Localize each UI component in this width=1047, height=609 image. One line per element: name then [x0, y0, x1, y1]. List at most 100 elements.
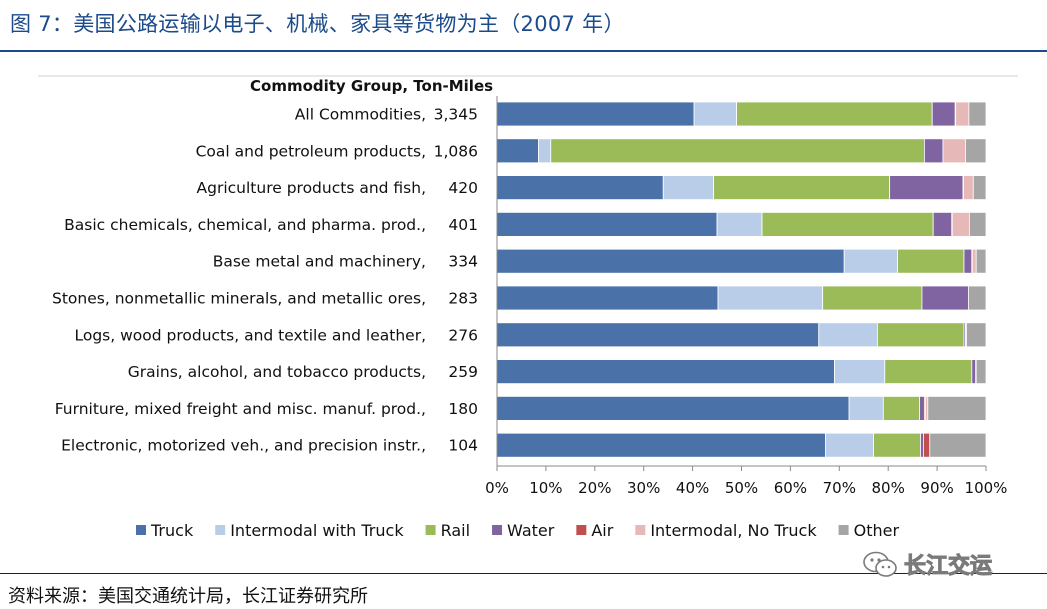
bar-segment-other-row-7	[966, 322, 987, 348]
legend-swatch-rail	[425, 525, 436, 535]
row-label: All Commodities,	[295, 106, 426, 124]
x-tick-label: 50%	[725, 479, 758, 497]
row-label: Furniture, mixed freight and misc. manuf…	[55, 400, 426, 418]
bar-segment-intermodal-no-truck-row-2	[942, 138, 966, 164]
legend-swatch-other	[838, 525, 849, 535]
watermark-text: 长江交运	[903, 554, 993, 580]
bar-segment-intermodal-no-truck-row-5	[971, 248, 977, 274]
bar-segment-intermodal-with-truck-row-10	[825, 432, 874, 458]
x-tick-label: 40%	[676, 479, 709, 497]
footer-rule	[0, 573, 1047, 574]
bar-segment-rail-row-7	[877, 322, 965, 348]
bar-segment-rail-row-8	[884, 359, 973, 385]
bar-segment-other-row-3	[972, 175, 987, 200]
row-ton-miles: 1,086	[434, 142, 478, 160]
bars-group	[496, 101, 987, 458]
bar-segment-rail-row-5	[897, 248, 965, 274]
title-rule	[0, 50, 1047, 52]
x-tick-label: 0%	[485, 479, 509, 497]
x-tick-label: 70%	[823, 479, 856, 497]
stacked-bar-chart: Commodity Group, Ton-Miles All Commoditi…	[38, 75, 1018, 540]
chart-header: Commodity Group, Ton-Miles	[250, 77, 493, 95]
legend-label: Rail	[441, 521, 470, 540]
bar-segment-water-row-4	[932, 211, 953, 237]
bar-segment-intermodal-with-truck-row-8	[834, 359, 886, 385]
bar-segment-intermodal-no-truck-row-3	[963, 175, 974, 200]
bar-segment-other-row-5	[975, 248, 987, 274]
bar-segment-other-row-10	[929, 432, 987, 458]
bar-segment-rail-row-2	[550, 138, 925, 164]
x-tick-label: 30%	[627, 479, 660, 497]
bar-segment-other-row-9	[927, 395, 987, 421]
legend-label: Truck	[150, 521, 194, 540]
x-tick-label: 20%	[578, 479, 611, 497]
bar-segment-truck-row-5	[496, 248, 845, 274]
bar-segment-intermodal-with-truck-row-3	[662, 175, 715, 200]
bar-segment-intermodal-with-truck-row-9	[848, 395, 884, 421]
source-note: 资料来源：美国交通统计局，长江证券研究所	[8, 586, 368, 607]
row-label: Basic chemicals, chemical, and pharma. p…	[64, 216, 426, 234]
row-labels-group: All Commodities, 3,345 Coal and petroleum …	[52, 106, 478, 455]
bar-segment-air-row-10	[923, 432, 931, 458]
row-label: Grains, alcohol, and tobacco products,	[128, 363, 426, 381]
bar-segment-intermodal-with-truck-row-1	[693, 101, 738, 127]
bar-segment-other-row-6	[968, 285, 987, 311]
row-ton-miles: 104	[448, 437, 478, 455]
legend-label: Intermodal, No Truck	[650, 521, 817, 540]
x-tick-label: 90%	[920, 479, 953, 497]
x-tick-label: 100%	[965, 479, 1008, 497]
row-label: Stones, nonmetallic minerals, and metall…	[52, 290, 426, 308]
bar-segment-truck-row-9	[496, 395, 850, 421]
x-tick-label: 10%	[529, 479, 562, 497]
bar-segment-water-row-10	[920, 432, 924, 458]
legend-swatch-intermodal-with-truck	[215, 525, 226, 535]
row-ton-miles: 3,345	[434, 106, 478, 124]
bar-segment-intermodal-no-truck-row-4	[951, 211, 970, 237]
bar-segment-water-row-2	[923, 138, 944, 164]
row-ton-miles: 259	[448, 363, 478, 381]
legend: Truck Intermodal with Truck Rail Water Air In…	[136, 521, 899, 540]
row-label: Electronic, motorized veh., and precisio…	[61, 437, 426, 455]
row-label: Base metal and machinery,	[213, 253, 426, 271]
bar-segment-intermodal-with-truck-row-5	[843, 248, 898, 274]
bar-segment-rail-row-9	[882, 395, 920, 421]
bar-segment-rail-row-1	[736, 101, 933, 127]
row-ton-miles: 180	[448, 400, 478, 418]
bar-segment-water-row-1	[931, 101, 956, 127]
row-ton-miles: 401	[448, 216, 478, 234]
bar-segment-rail-row-10	[873, 432, 921, 458]
legend-swatch-intermodal-no-truck	[635, 525, 646, 535]
x-tick-label: 60%	[774, 479, 807, 497]
bar-segment-truck-row-3	[496, 175, 664, 200]
bar-segment-intermodal-with-truck-row-6	[717, 285, 824, 311]
legend-label: Intermodal with Truck	[230, 521, 404, 540]
bar-segment-truck-row-10	[496, 432, 827, 458]
legend-swatch-water	[492, 525, 503, 535]
x-tick-label: 80%	[872, 479, 905, 497]
x-axis: 0% 10% 20% 30% 40% 50% 60% 70% 80% 90% 100%	[485, 96, 1007, 497]
bar-segment-water-row-5	[963, 248, 973, 274]
bar-segment-intermodal-with-truck-row-7	[818, 322, 878, 348]
bar-segment-truck-row-4	[496, 211, 718, 237]
bar-segment-truck-row-2	[496, 138, 539, 164]
legend-label: Other	[854, 521, 900, 540]
row-ton-miles: 283	[448, 290, 478, 308]
bar-segment-truck-row-6	[496, 285, 719, 311]
bar-segment-intermodal-no-truck-row-1	[955, 101, 970, 127]
row-label: Coal and petroleum products,	[196, 142, 426, 160]
bar-segment-truck-row-1	[496, 101, 695, 127]
watermark: 长江交运	[862, 548, 993, 580]
bar-segment-other-row-2	[965, 138, 987, 164]
bar-segment-rail-row-4	[761, 211, 934, 237]
wechat-icon	[863, 551, 897, 577]
bar-segment-water-row-3	[889, 175, 964, 200]
bar-segment-rail-row-6	[822, 285, 923, 311]
row-label: Agriculture products and fish,	[197, 179, 426, 197]
bar-segment-other-row-1	[968, 101, 987, 127]
bar-segment-other-row-4	[968, 211, 987, 237]
row-ton-miles: 420	[448, 179, 478, 197]
bar-segment-truck-row-7	[496, 322, 820, 348]
bar-segment-water-row-9	[919, 395, 925, 421]
figure-title: 图 7：美国公路运输以电子、机械、家具等货物为主（2007 年）	[10, 12, 625, 36]
bar-segment-intermodal-with-truck-row-4	[716, 211, 763, 237]
